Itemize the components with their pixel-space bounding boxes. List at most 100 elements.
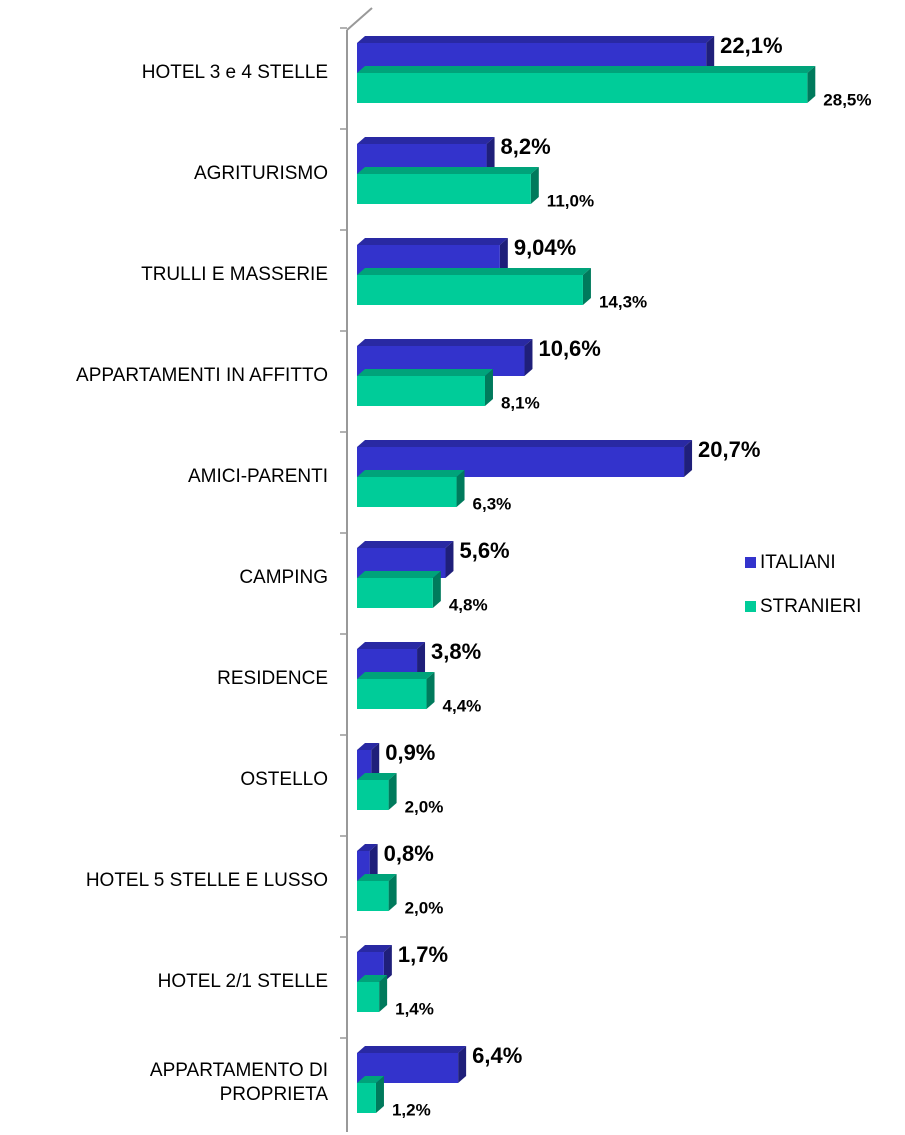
bar-top bbox=[357, 541, 454, 548]
bar-front bbox=[357, 881, 389, 911]
bar-front bbox=[357, 780, 389, 810]
bar-side bbox=[371, 743, 380, 780]
bar bbox=[357, 975, 388, 1012]
category-label: TRULLI E MASSERIE bbox=[141, 264, 328, 285]
value-label: 3,8% bbox=[431, 639, 481, 664]
category-label: RESIDENCE bbox=[217, 668, 328, 689]
bar-side bbox=[458, 1046, 467, 1083]
bar-front bbox=[357, 982, 380, 1012]
bar-side bbox=[383, 945, 392, 982]
bar-side bbox=[445, 541, 454, 578]
bar-front bbox=[357, 275, 583, 305]
bar bbox=[357, 571, 441, 608]
bar-top bbox=[357, 571, 441, 578]
value-label: 2,0% bbox=[405, 898, 444, 917]
value-label: 22,1% bbox=[720, 33, 782, 58]
bar-top bbox=[357, 1076, 384, 1083]
bar-side bbox=[375, 1076, 384, 1113]
bar bbox=[357, 773, 397, 810]
bar-top bbox=[357, 1046, 467, 1053]
bar bbox=[357, 874, 397, 911]
bar-side bbox=[499, 238, 508, 275]
bar bbox=[357, 268, 591, 305]
bar-side bbox=[486, 137, 495, 174]
value-label: 10,6% bbox=[538, 336, 600, 361]
bar-top bbox=[357, 874, 397, 881]
category-label: HOTEL 2/1 STELLE bbox=[158, 971, 328, 992]
category-label: AMICI-PARENTI bbox=[188, 466, 328, 487]
bar-side bbox=[484, 369, 493, 406]
legend-swatch bbox=[745, 557, 756, 568]
bar-top bbox=[357, 844, 378, 851]
value-label: 14,3% bbox=[599, 292, 647, 311]
bar-side bbox=[456, 470, 465, 507]
value-label: 6,4% bbox=[472, 1043, 522, 1068]
value-label: 4,8% bbox=[449, 595, 488, 614]
bar-side bbox=[379, 975, 388, 1012]
legend-label: ITALIANI bbox=[760, 552, 836, 573]
bar-top bbox=[357, 642, 426, 649]
bar bbox=[357, 440, 693, 477]
value-label: 6,3% bbox=[473, 494, 512, 513]
bar-side bbox=[530, 167, 539, 204]
bar-top bbox=[357, 339, 533, 346]
bar bbox=[357, 167, 539, 204]
value-label: 8,1% bbox=[501, 393, 540, 412]
bar bbox=[357, 369, 493, 406]
bar bbox=[357, 66, 816, 103]
bar-side bbox=[426, 672, 435, 709]
bar-top bbox=[357, 975, 388, 982]
value-label: 28,5% bbox=[823, 90, 871, 109]
bar-front bbox=[357, 679, 427, 709]
bar-front bbox=[357, 174, 531, 204]
bar-side bbox=[432, 571, 441, 608]
value-label: 11,0% bbox=[547, 191, 594, 210]
bar-top bbox=[357, 440, 693, 447]
bar-top bbox=[357, 167, 539, 174]
legend-label: STRANIERI bbox=[760, 596, 861, 617]
bar-top bbox=[357, 369, 493, 376]
bar-side bbox=[388, 773, 397, 810]
bar bbox=[357, 743, 380, 780]
bar bbox=[357, 1076, 384, 1113]
bar-front bbox=[357, 1083, 376, 1113]
bar-top bbox=[357, 470, 465, 477]
bar-top bbox=[357, 743, 380, 750]
value-label: 4,4% bbox=[443, 696, 482, 715]
bar-front bbox=[357, 578, 433, 608]
bar bbox=[357, 470, 465, 507]
bar-front bbox=[357, 851, 370, 881]
bar-side bbox=[369, 844, 378, 881]
bar-top bbox=[357, 773, 397, 780]
category-label: APPARTAMENTI IN AFFITTO bbox=[76, 365, 328, 386]
bar-top bbox=[357, 238, 508, 245]
bar-front bbox=[357, 376, 485, 406]
category-label: HOTEL 5 STELLE E LUSSO bbox=[86, 870, 328, 891]
value-label: 0,9% bbox=[385, 740, 435, 765]
bar-side bbox=[388, 874, 397, 911]
value-label: 8,2% bbox=[501, 134, 551, 159]
category-label: CAMPING bbox=[239, 567, 328, 588]
value-label: 9,04% bbox=[514, 235, 576, 260]
axis-wall-top bbox=[346, 7, 373, 31]
bar-front bbox=[357, 750, 372, 780]
category-label: APPARTAMENTO DI PROPRIETA bbox=[150, 1060, 328, 1105]
bar-side bbox=[684, 440, 693, 477]
value-label: 2,0% bbox=[405, 797, 444, 816]
category-label: AGRITURISMO bbox=[194, 163, 328, 184]
bar-side bbox=[417, 642, 426, 679]
bar-side bbox=[706, 36, 715, 73]
value-label: 20,7% bbox=[698, 437, 760, 462]
bar-top bbox=[357, 36, 715, 43]
bar bbox=[357, 672, 435, 709]
value-label: 1,4% bbox=[395, 999, 434, 1018]
bar-side bbox=[524, 339, 533, 376]
legend-swatch bbox=[745, 601, 756, 612]
bar-top bbox=[357, 672, 435, 679]
category-label: OSTELLO bbox=[240, 769, 328, 790]
value-label: 5,6% bbox=[459, 538, 509, 563]
bar-top bbox=[357, 268, 591, 275]
bar-front bbox=[357, 477, 457, 507]
value-label: 1,7% bbox=[398, 942, 448, 967]
